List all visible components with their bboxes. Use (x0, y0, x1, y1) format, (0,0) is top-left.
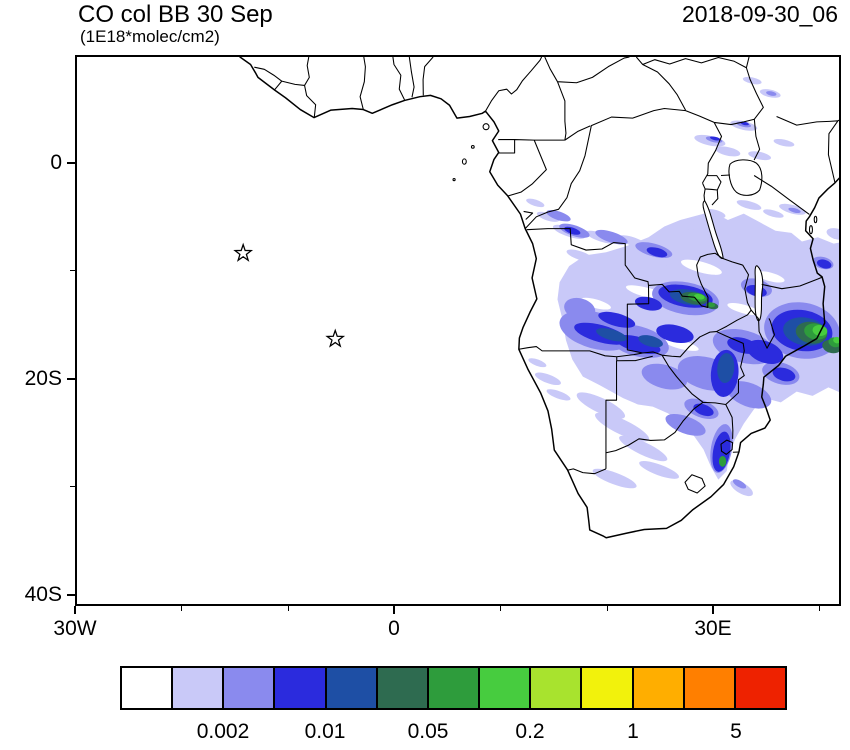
y-axis-minor-tick (70, 486, 75, 487)
colorbar-tick-label: 0.01 (304, 720, 346, 743)
colorbar-tick-label: 5 (730, 720, 742, 743)
colorbar-box (275, 668, 327, 708)
x-axis-minor-tick (288, 606, 289, 611)
y-axis-tick (67, 162, 75, 164)
x-tick-label-0: 0 (388, 617, 400, 640)
x-axis-tick (74, 606, 76, 614)
colorbar-tick-label: 1 (627, 720, 639, 743)
y-axis-minor-tick (70, 270, 75, 271)
colorbar-box (684, 668, 736, 708)
islands (452, 123, 818, 235)
colorbar-box (480, 668, 532, 708)
colorbar-box (377, 668, 429, 708)
y-tick-label-0: 0 (50, 151, 62, 174)
plume-green-core (680, 292, 839, 467)
colorbar-tick-label: 0.002 (196, 720, 250, 743)
colorbar-box (633, 668, 685, 708)
x-tick-label-30w: 30W (53, 617, 97, 640)
country-borders (254, 57, 839, 494)
map-frame (75, 55, 841, 606)
star-marker (325, 328, 346, 348)
y-tick-label-20s: 20S (24, 367, 62, 390)
colorbar-tick-label: 0.05 (407, 720, 449, 743)
y-axis-tick (67, 378, 75, 380)
colorbar-box (122, 668, 174, 708)
star-marker (233, 242, 254, 262)
coastline (239, 57, 839, 539)
x-axis-minor-tick (819, 606, 820, 611)
colorbar-box (582, 668, 634, 708)
plot-units: (1E18*molec/cm2) (80, 27, 220, 46)
africa-map (233, 57, 839, 539)
y-axis-tick (67, 594, 75, 596)
x-axis-tick (393, 606, 395, 614)
x-axis-tick (712, 606, 714, 614)
plot-timestamp: 2018-09-30_06 (681, 1, 838, 27)
colorbar-box (173, 668, 225, 708)
x-axis-minor-tick (181, 606, 182, 611)
plot-title: CO col BB 30 Sep (78, 1, 273, 28)
colorbar-box (326, 668, 378, 708)
y-tick-label-40s: 40S (24, 583, 62, 606)
colorbar-box (224, 668, 276, 708)
colorbar-box (531, 668, 583, 708)
colorbar-box (428, 668, 481, 708)
x-tick-label-30e: 30E (694, 617, 732, 640)
plume-light (526, 76, 839, 497)
colorbar-box (735, 668, 786, 708)
colorbar-tick-label: 0.2 (515, 720, 545, 743)
station-markers (233, 242, 346, 348)
colorbar (120, 666, 787, 710)
x-axis-minor-tick (500, 606, 501, 611)
x-axis-minor-tick (607, 606, 608, 611)
